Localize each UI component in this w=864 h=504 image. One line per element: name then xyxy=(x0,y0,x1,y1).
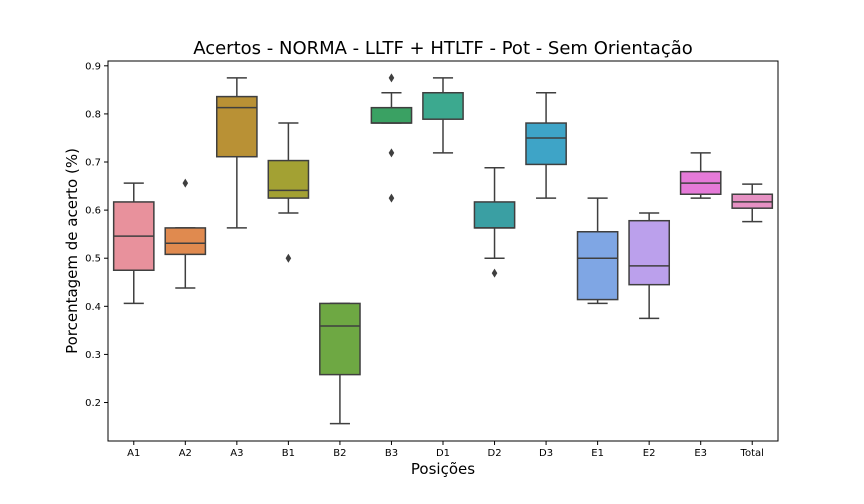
box-body xyxy=(422,91,464,120)
box-body xyxy=(576,231,619,301)
x-tick-label: D1 xyxy=(436,448,450,459)
box-b1 xyxy=(267,122,310,263)
box-series xyxy=(112,73,774,425)
box-body xyxy=(319,302,361,376)
x-tick-label: A3 xyxy=(230,448,243,459)
box-d3 xyxy=(525,91,567,199)
outlier-point xyxy=(388,73,395,83)
x-tick-label: A2 xyxy=(179,448,192,459)
outlier-point xyxy=(491,268,498,278)
box-body xyxy=(370,106,413,124)
box-d1 xyxy=(422,77,464,154)
outlier-point xyxy=(182,178,189,188)
y-axis-label: Porcentagem de acerto (%) xyxy=(63,148,81,354)
x-axis-label: Posições xyxy=(411,460,475,478)
box-e3 xyxy=(679,152,722,199)
y-tick-label: 0.3 xyxy=(85,350,101,361)
y-axis: 0.2 0.3 0.4 0.5 0.6 0.7 0.8 0.9 xyxy=(85,61,108,409)
box-body xyxy=(164,227,207,256)
y-tick-label: 0.8 xyxy=(85,109,101,120)
box-body xyxy=(525,122,567,166)
box-b3 xyxy=(370,73,413,203)
box-body xyxy=(267,159,310,199)
box-body xyxy=(473,201,516,229)
y-tick-label: 0.6 xyxy=(85,206,101,217)
chart-title: Acertos - NORMA - LLTF + HTLTF - Pot - S… xyxy=(193,38,693,59)
y-tick-label: 0.2 xyxy=(85,398,101,409)
x-tick-label: B1 xyxy=(282,448,295,459)
x-axis: A1 A2 A3 B1 B2 B3 D1 D2 D3 E1 E2 E3 Total xyxy=(127,441,764,459)
y-tick-label: 0.4 xyxy=(85,302,101,313)
box-body xyxy=(628,219,671,286)
outlier-point xyxy=(388,148,395,158)
box-body xyxy=(215,95,258,158)
x-tick-label: B2 xyxy=(333,448,346,459)
plot-frame xyxy=(107,60,779,442)
box-a3 xyxy=(215,77,258,229)
outlier-point xyxy=(285,253,292,263)
x-tick-label: B3 xyxy=(385,448,398,459)
box-e1 xyxy=(576,197,619,305)
box-d2 xyxy=(473,167,516,278)
box-total xyxy=(731,183,774,223)
x-tick-label: E2 xyxy=(643,448,656,459)
x-tick-label: Total xyxy=(740,448,764,459)
y-tick-label: 0.5 xyxy=(85,254,101,265)
x-tick-label: D2 xyxy=(488,448,502,459)
y-tick-label: 0.7 xyxy=(85,158,101,169)
outlier-point xyxy=(388,193,395,203)
x-tick-label: E3 xyxy=(694,448,707,459)
x-tick-label: A1 xyxy=(127,448,140,459)
box-a2 xyxy=(164,178,207,289)
x-tick-label: E1 xyxy=(591,448,604,459)
box-a1 xyxy=(112,182,155,305)
x-tick-label: D3 xyxy=(539,448,553,459)
y-tick-label: 0.9 xyxy=(85,61,101,72)
box-b2 xyxy=(319,302,361,425)
box-e2 xyxy=(628,212,671,320)
